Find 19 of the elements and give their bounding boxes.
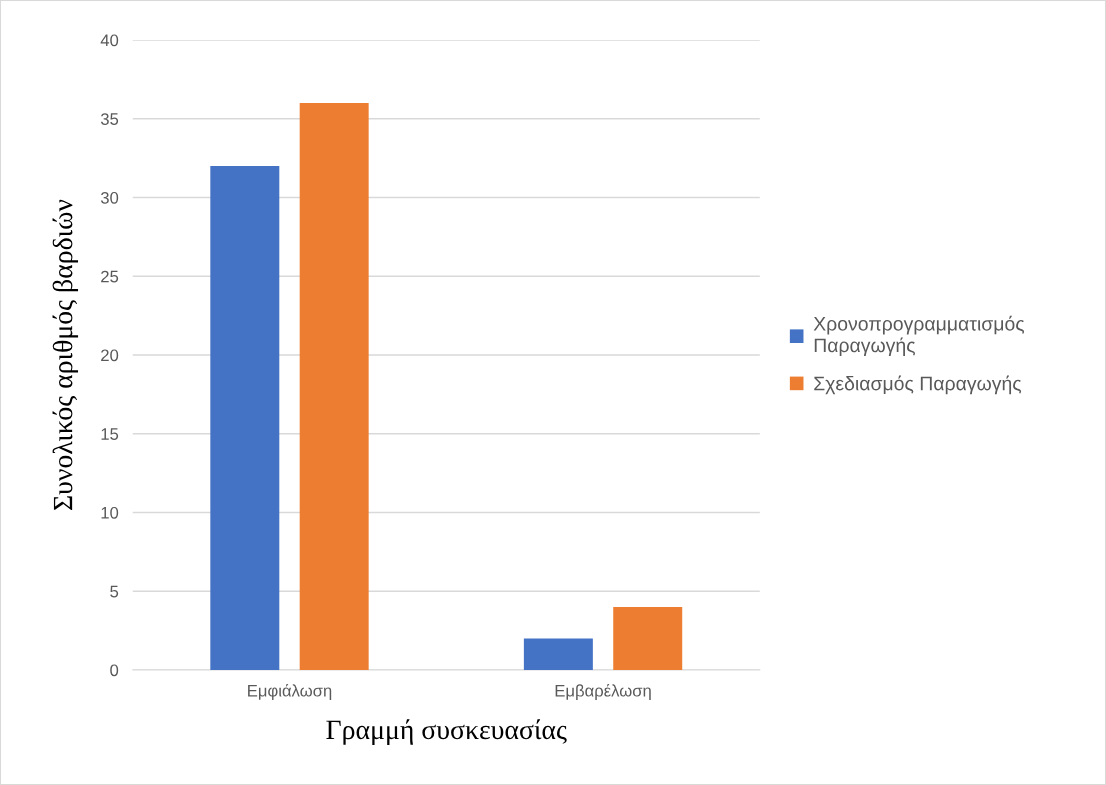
y-axis-title: Συνολικός αριθμός βαρδιών (52, 199, 79, 510)
bar (613, 607, 683, 670)
y-tick-label: 15 (101, 428, 119, 440)
y-tick-label: 40 (100, 34, 119, 47)
legend-label: Σχεδιασμός Παραγωγής (814, 375, 1022, 395)
x-tick-label: Εμφιάλωση (248, 683, 332, 700)
y-tick-label: 35 (100, 113, 119, 125)
bar (523, 638, 593, 670)
x-axis-title: Γραμμή συσκευασίας (326, 719, 567, 745)
legend-label: Χρονοπρογραμματισμός Παραγωγής (813, 315, 1025, 357)
y-tick-label: 20 (101, 349, 119, 362)
bar (299, 103, 369, 670)
y-tick-label: 30 (100, 191, 119, 204)
y-tick-label: 10 (101, 506, 119, 519)
y-tick-label: 5 (110, 585, 119, 598)
x-tick-label: Εμβαρέλωση (555, 683, 651, 700)
y-tick-label: 25 (101, 270, 119, 283)
bar (210, 166, 280, 670)
y-tick-label: 0 (110, 664, 119, 677)
